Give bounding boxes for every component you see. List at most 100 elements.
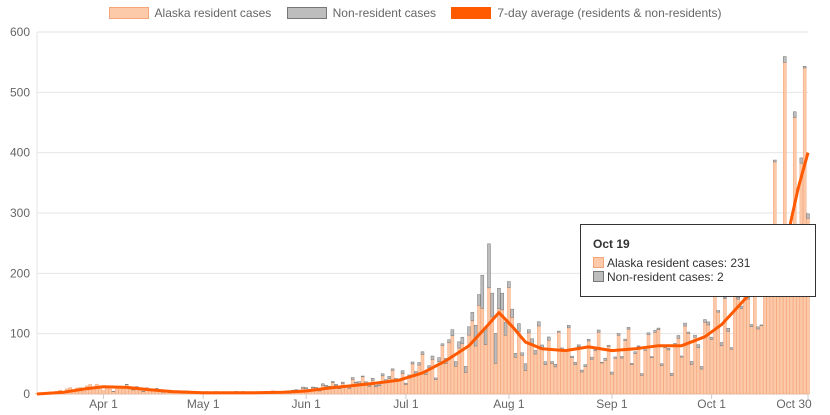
bar-nonresident <box>537 321 541 327</box>
y-tick-label-0: 0 <box>23 387 30 401</box>
bar-resident <box>483 344 488 395</box>
bar-resident <box>453 366 458 395</box>
bar-resident <box>650 357 654 395</box>
bar-resident <box>756 328 760 395</box>
bar-resident <box>380 375 385 395</box>
legend-item-nonresident[interactable]: Non-resident cases <box>286 6 436 20</box>
bar-nonresident <box>693 334 697 338</box>
bar-resident <box>397 380 401 395</box>
bar-nonresident <box>613 356 617 359</box>
bar-nonresident <box>759 324 764 327</box>
bar-resident <box>566 327 571 395</box>
bar-nonresident <box>354 381 358 384</box>
bar-resident <box>131 389 136 395</box>
bar-resident <box>497 308 501 395</box>
bar-nonresident <box>487 243 491 289</box>
bar-resident <box>437 361 441 395</box>
bar-resident <box>729 348 734 395</box>
legend-label-resident: Alaska resident cases <box>154 6 272 20</box>
bar-resident <box>121 388 126 395</box>
bar-nonresident <box>709 336 714 340</box>
bar-resident <box>719 345 724 395</box>
bar-resident <box>739 308 744 395</box>
bar-resident <box>736 298 740 395</box>
bar-nonresident <box>699 366 704 370</box>
bar-nonresident <box>736 296 740 300</box>
legend-item-average[interactable]: 7-day average (residents & non-residents… <box>451 6 721 20</box>
bar-resident <box>563 351 568 395</box>
bar-nonresident <box>550 361 554 364</box>
bar-resident <box>653 332 657 395</box>
chart-tooltip: Oct 19 Alaska resident cases: 231 Non-re… <box>580 224 816 297</box>
x-tick-label-4: Aug 1 <box>493 397 525 411</box>
bar-resident <box>633 353 637 395</box>
bar-resident <box>530 344 534 395</box>
bar-nonresident <box>636 345 641 347</box>
bar-nonresident <box>653 330 657 333</box>
bar-resident <box>161 392 166 395</box>
bar-resident <box>620 357 624 395</box>
bar-nonresident <box>370 378 375 381</box>
bar-resident <box>596 331 601 395</box>
bar-nonresident <box>630 363 634 365</box>
bar-nonresident <box>301 386 305 389</box>
y-tick-label-600: 600 <box>10 25 30 39</box>
bar-nonresident <box>350 377 355 380</box>
bar-nonresident <box>802 66 807 69</box>
x-axis-labels: Apr 1 May 1 Jun 1 Jul 1 Aug 1 Sep 1 Oct 1 Oct 3… <box>89 394 812 411</box>
bar-resident <box>723 298 727 395</box>
legend-label-average: 7-day average (residents & non-residents… <box>497 6 722 20</box>
bar-nonresident <box>679 355 684 358</box>
bar-nonresident <box>620 356 624 359</box>
bar-nonresident <box>703 319 707 323</box>
y-tick-label-100: 100 <box>10 327 30 341</box>
bar-resident <box>317 390 322 395</box>
bar-nonresident <box>719 342 724 347</box>
bar-nonresident <box>686 331 691 334</box>
bar-nonresident <box>643 349 647 351</box>
bar-resident <box>560 350 564 395</box>
bar-nonresident <box>576 344 581 347</box>
bar-resident <box>693 336 697 395</box>
legend-label-nonresident: Non-resident cases <box>332 6 436 20</box>
bar-nonresident <box>670 372 674 376</box>
bar-resident <box>646 334 651 395</box>
bar-nonresident <box>600 361 604 364</box>
bar-resident <box>427 367 431 395</box>
bar-resident <box>141 391 146 395</box>
grid-lines <box>36 31 808 395</box>
bar-resident <box>533 353 538 395</box>
legend-item-resident[interactable]: Alaska resident cases <box>108 6 272 20</box>
bar-resident <box>500 309 504 395</box>
bar-resident <box>111 391 116 395</box>
bar-resident <box>630 364 634 395</box>
x-tick-label-2: Jun 1 <box>292 397 322 411</box>
bar-resident <box>414 374 418 395</box>
bar-nonresident <box>729 347 734 350</box>
bar-resident <box>344 386 348 395</box>
resident-swatch <box>108 7 149 19</box>
bar-nonresident <box>756 326 760 330</box>
bar-resident <box>367 386 372 395</box>
bar-resident <box>394 380 398 395</box>
bar-resident <box>537 325 541 395</box>
bar-nonresident <box>593 349 598 352</box>
legend: Alaska resident cases Non-resident cases… <box>0 6 830 20</box>
bar-nonresident <box>523 363 528 371</box>
y-axis-labels: 0 100 200 300 400 500 600 <box>10 25 30 401</box>
bar-nonresident <box>583 364 588 367</box>
bar-resident <box>444 363 448 395</box>
bar-nonresident <box>626 327 631 330</box>
bar-nonresident <box>646 332 651 335</box>
bar-nonresident <box>470 312 475 322</box>
x-tick-label-6: Oct 1 <box>697 397 726 411</box>
bar-nonresident <box>656 327 661 330</box>
bar-nonresident <box>497 287 501 309</box>
bar-nonresident <box>716 310 721 313</box>
bar-resident <box>576 346 581 395</box>
bar-resident <box>503 335 508 395</box>
bar-resident <box>430 359 435 395</box>
bar-nonresident <box>417 362 421 366</box>
bar-resident <box>347 388 352 395</box>
